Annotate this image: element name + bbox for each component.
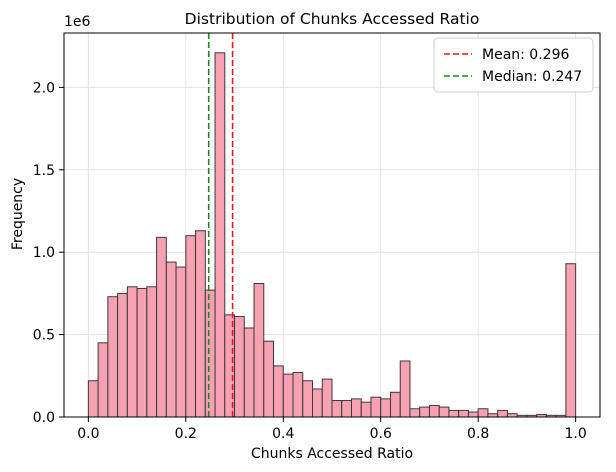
y-tick-label: 0.0: [33, 410, 55, 426]
legend-entry: Median: 0.247: [482, 69, 582, 85]
histogram-bar: [175, 266, 187, 418]
x-tick-label: 0.4: [272, 426, 294, 442]
x-tick-label: 0.0: [77, 426, 99, 442]
histogram-bar: [428, 404, 440, 418]
chart-title: Distribution of Chunks Accessed Ratio: [185, 10, 480, 28]
histogram-bar: [370, 396, 382, 418]
histogram-bar: [292, 372, 304, 418]
y-axis-label: Frequency: [10, 178, 26, 250]
y-tick-label: 2.0: [33, 80, 55, 96]
legend: Mean: 0.296 Median: 0.247: [433, 37, 594, 93]
x-tick-label: 0.6: [370, 426, 392, 442]
histogram-bar: [253, 283, 265, 418]
y-multiplier-label: 1e6: [64, 14, 91, 30]
histogram-bar: [126, 286, 138, 418]
histogram-bar: [419, 406, 430, 418]
histogram-bar: [341, 400, 352, 418]
histogram-bar: [467, 411, 479, 418]
histogram-bar: [350, 398, 362, 418]
histogram-bar: [214, 52, 226, 418]
y-tick-label: 1.5: [33, 163, 55, 179]
histogram-bar: [185, 235, 197, 418]
histogram-bar: [497, 409, 508, 418]
histogram-bar: [477, 408, 489, 418]
histogram-bar: [312, 388, 323, 418]
histogram-bar: [360, 401, 372, 418]
histogram-bar: [234, 315, 245, 418]
histogram-bar: [331, 400, 343, 418]
bars: [87, 52, 577, 418]
histogram-bar: [195, 230, 206, 418]
histogram-bar: [565, 263, 577, 418]
histogram-bar: [107, 296, 119, 418]
histogram-bar: [97, 342, 109, 418]
y-tick-label: 0.5: [33, 328, 55, 344]
histogram-bar: [389, 391, 401, 418]
histogram-bar: [409, 408, 421, 418]
histogram-bar: [448, 409, 460, 418]
histogram-bar: [282, 373, 294, 418]
histogram-bar: [243, 327, 255, 418]
histogram-bar: [263, 340, 275, 418]
histogram-bar: [87, 380, 99, 418]
histogram-bar: [380, 398, 391, 418]
histogram-bar: [438, 406, 450, 418]
histogram-bar: [204, 289, 216, 418]
histogram-bar: [302, 380, 314, 418]
x-tick-label: 0.8: [467, 426, 489, 442]
histogram-bar: [273, 365, 284, 418]
histogram-bar: [165, 261, 177, 418]
histogram-bar: [458, 409, 469, 418]
histogram-bar: [136, 287, 148, 418]
x-axis-ticks: 0.0 0.2 0.4 0.6 0.8 1.0: [77, 417, 587, 442]
histogram-bar: [117, 292, 128, 418]
histogram-bar: [156, 236, 167, 418]
histogram-bar: [399, 360, 411, 418]
legend-box: [433, 37, 594, 93]
x-tick-label: 1.0: [565, 426, 587, 442]
reference-lines: [207, 33, 234, 417]
histogram-bar: [146, 286, 158, 418]
histogram-bar: [321, 378, 333, 418]
legend-entry: Mean: 0.296: [482, 47, 569, 63]
y-tick-label: 1.0: [33, 245, 55, 261]
axes-frame: [63, 32, 601, 418]
x-tick-label: 0.2: [175, 426, 197, 442]
x-axis-label: Chunks Accessed Ratio: [251, 446, 413, 462]
y-axis-ticks: 0.0 0.5 1.0 1.5 2.0: [33, 80, 64, 426]
